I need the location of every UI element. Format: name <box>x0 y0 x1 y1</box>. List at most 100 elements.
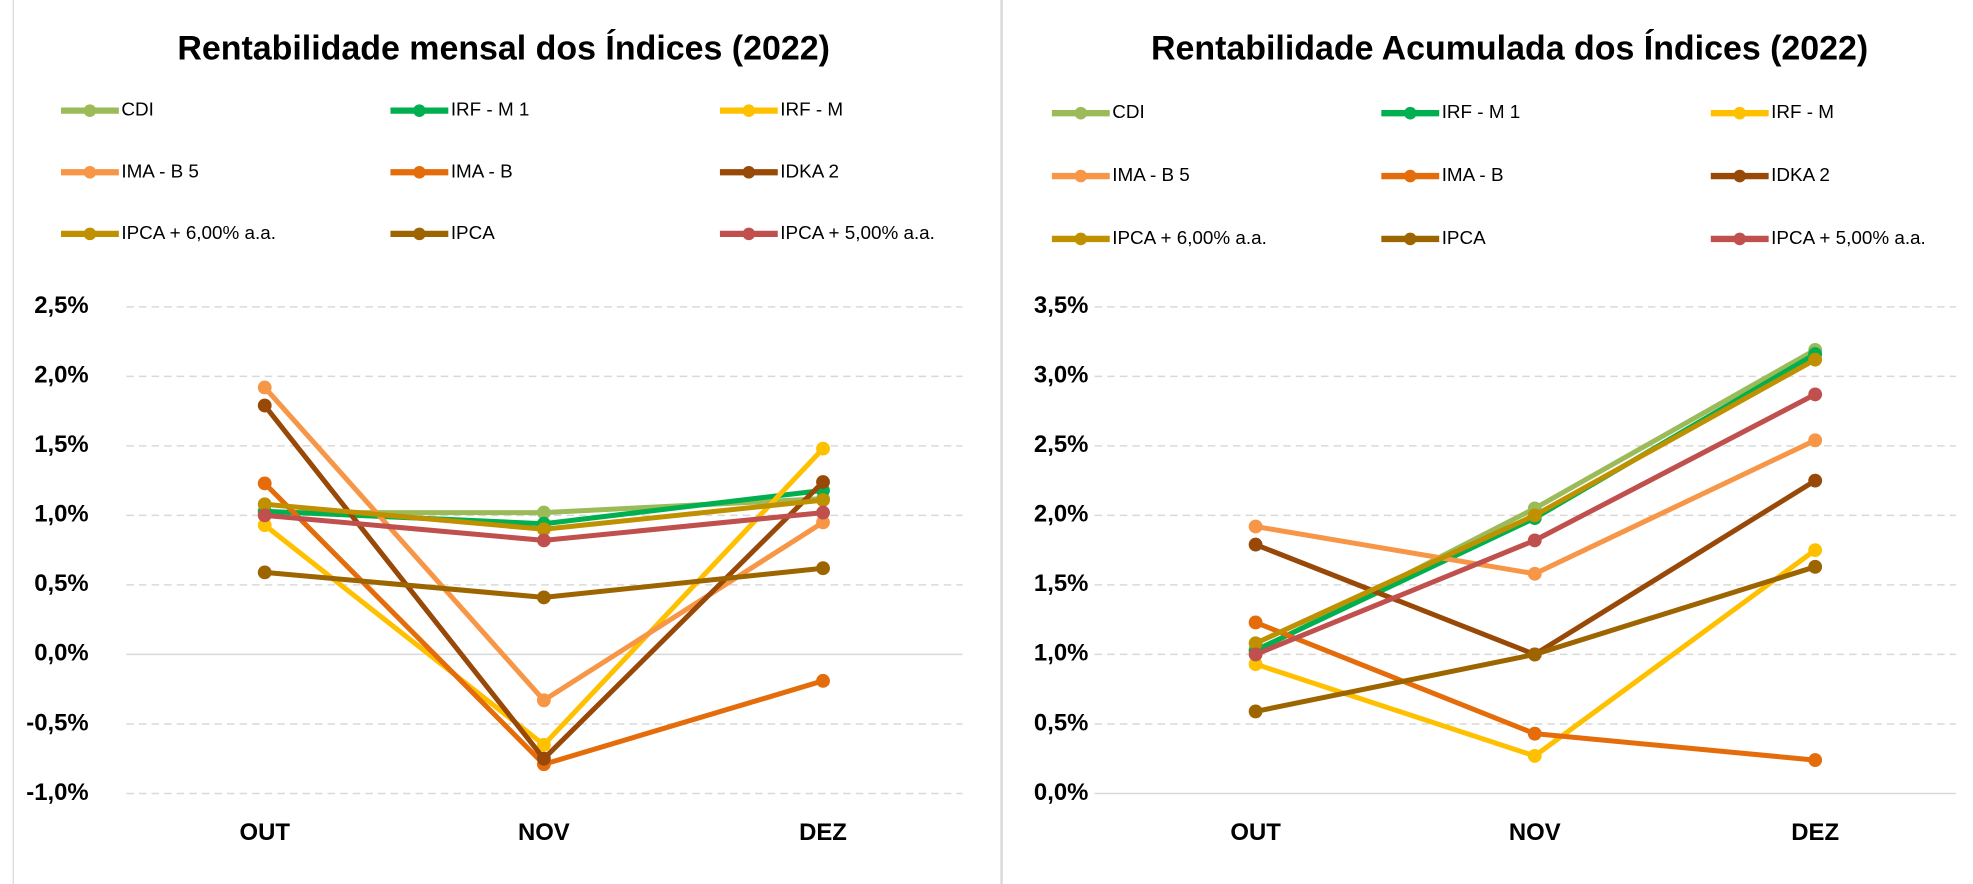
y-tick-label: 0,5% <box>34 570 88 597</box>
data-point <box>1248 657 1263 672</box>
y-tick-label: 0,5% <box>1034 709 1088 736</box>
data-point <box>816 515 830 530</box>
data-point <box>536 737 551 752</box>
y-tick-label: 2,5% <box>34 292 88 319</box>
legend-marker <box>1403 106 1417 120</box>
legend-marker <box>413 165 426 179</box>
data-point <box>1248 537 1263 552</box>
legend-marker <box>1733 106 1747 120</box>
legend-label: IMA - B <box>451 160 513 181</box>
data-point <box>536 693 551 708</box>
y-tick-label: 0,0% <box>34 640 88 667</box>
data-point <box>536 533 551 548</box>
legend-label: IPCA <box>451 222 495 243</box>
data-point <box>1808 559 1823 574</box>
legend-label: IDKA 2 <box>1771 164 1830 185</box>
x-tick-label: NOV <box>518 819 570 846</box>
legend-label: IMA - B 5 <box>121 160 199 181</box>
data-point <box>1527 533 1542 548</box>
data-point <box>1527 647 1542 662</box>
data-point <box>1808 473 1823 488</box>
legend-marker <box>83 104 97 117</box>
legend-label: IPCA + 5,00% a.a. <box>1771 227 1926 248</box>
data-point <box>1808 387 1823 402</box>
data-point <box>536 522 551 537</box>
data-point <box>536 505 551 520</box>
x-tick-label: NOV <box>1509 819 1561 846</box>
legend-label: IRF - M <box>1771 101 1834 122</box>
data-point <box>1248 636 1263 651</box>
legend-marker <box>742 227 756 241</box>
legend-marker <box>413 104 426 117</box>
data-point <box>816 475 830 489</box>
data-point <box>1808 352 1823 367</box>
data-point <box>1248 647 1263 662</box>
legend-marker <box>1074 169 1088 183</box>
legend-marker <box>413 227 426 241</box>
data-point <box>1527 726 1542 741</box>
data-point <box>816 441 830 456</box>
legend-marker <box>742 104 756 117</box>
legend-label: IMA - B 5 <box>1112 164 1190 185</box>
data-point <box>816 505 830 520</box>
legend-label: CDI <box>1112 101 1144 122</box>
data-point <box>257 518 272 533</box>
y-tick-label: 2,0% <box>34 362 88 389</box>
legend-label: IPCA + 5,00% a.a. <box>780 222 935 243</box>
data-point <box>816 561 830 576</box>
legend-marker <box>1403 232 1417 246</box>
y-tick-label: -0,5% <box>26 709 88 736</box>
data-point <box>257 476 272 491</box>
legend-marker <box>83 227 97 241</box>
legend-marker <box>1074 106 1088 120</box>
legend-label: IRF - M 1 <box>451 99 530 120</box>
data-point <box>257 497 272 512</box>
x-tick-label: OUT <box>1230 819 1281 846</box>
legend-label: IPCA + 6,00% a.a. <box>1112 227 1267 248</box>
chart-title: Rentabilidade mensal dos Índices (2022) <box>177 29 830 67</box>
data-point <box>1248 615 1263 630</box>
legend-label: IRF - M 1 <box>1442 101 1521 122</box>
legend-label: IRF - M <box>780 99 843 120</box>
data-point <box>816 493 830 508</box>
legend-label: IDKA 2 <box>780 160 839 181</box>
legend-label: IMA - B <box>1442 164 1504 185</box>
y-tick-label: 2,0% <box>1034 501 1088 528</box>
legend-label: CDI <box>121 99 153 120</box>
data-point <box>257 380 272 395</box>
legend-label: IPCA + 6,00% a.a. <box>121 222 276 243</box>
legend-marker <box>1733 232 1747 246</box>
data-point <box>816 673 830 688</box>
x-tick-label: OUT <box>240 819 291 846</box>
y-tick-label: 3,5% <box>1034 292 1088 319</box>
data-point <box>1808 543 1823 558</box>
x-tick-label: DEZ <box>799 819 847 846</box>
data-point <box>536 590 551 605</box>
legend-marker <box>742 165 756 179</box>
data-point <box>257 398 272 413</box>
x-tick-label: DEZ <box>1791 819 1839 846</box>
data-point <box>1527 749 1542 763</box>
legend-marker <box>1403 169 1417 183</box>
y-tick-label: 1,0% <box>34 501 88 528</box>
legend-label: IPCA <box>1442 227 1486 248</box>
data-point <box>536 751 551 766</box>
data-point <box>257 565 272 580</box>
legend-marker <box>1074 232 1088 246</box>
chart-title: Rentabilidade Acumulada dos Índices (202… <box>1151 29 1868 67</box>
y-tick-label: 2,5% <box>1034 431 1088 458</box>
y-tick-label: 1,5% <box>34 431 88 458</box>
y-tick-label: 1,5% <box>1034 570 1088 597</box>
data-point <box>257 508 272 523</box>
data-point <box>1248 704 1263 719</box>
data-point <box>1527 508 1542 523</box>
y-tick-label: 0,0% <box>1034 779 1088 806</box>
data-point <box>1248 519 1263 534</box>
data-point <box>1808 433 1823 448</box>
y-tick-label: 3,0% <box>1034 362 1088 389</box>
data-point <box>1808 753 1823 768</box>
legend-marker <box>83 165 97 179</box>
legend-marker <box>1733 169 1747 183</box>
